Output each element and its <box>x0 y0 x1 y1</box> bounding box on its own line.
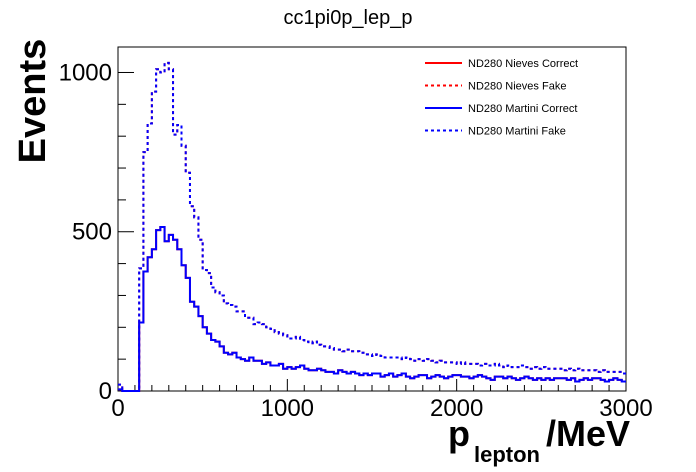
y-axis-ticks: 0 500 1000 <box>59 59 134 405</box>
x-tick-label: 2000 <box>430 395 483 422</box>
legend-label: ND280 Nieves Fake <box>468 81 566 93</box>
x-axis-label-unit: /MeV <box>546 413 630 454</box>
x-tick-label: 3000 <box>599 395 652 422</box>
y-axis-label: Events <box>12 39 54 164</box>
series-4-step-line <box>118 61 626 392</box>
x-tick-label: 0 <box>111 395 124 422</box>
legend-label: ND280 Nieves Correct <box>468 58 578 70</box>
y-tick-label: 500 <box>72 219 112 246</box>
legend: ND280 Nieves Correct ND280 Nieves Fake ND2… <box>425 58 578 138</box>
legend-label: ND280 Martini Fake <box>468 126 566 138</box>
x-axis-ticks: 0 1000 2000 3000 <box>111 379 653 422</box>
plot-area: 0 1000 2000 3000 0 500 1000 <box>59 46 653 422</box>
x-axis-label-subscript: lepton <box>474 442 540 467</box>
chart-title: cc1pi0p_lep_p <box>284 7 413 29</box>
x-axis-label: p lepton /MeV <box>448 413 630 467</box>
y-tick-label: 1000 <box>59 59 112 86</box>
y-tick-label: 0 <box>99 378 112 405</box>
x-axis-label-main: p <box>448 413 470 454</box>
x-tick-label: 1000 <box>261 395 314 422</box>
legend-label: ND280 Martini Correct <box>468 103 577 115</box>
series-3-step-line <box>118 225 626 392</box>
series-layer <box>118 61 626 392</box>
